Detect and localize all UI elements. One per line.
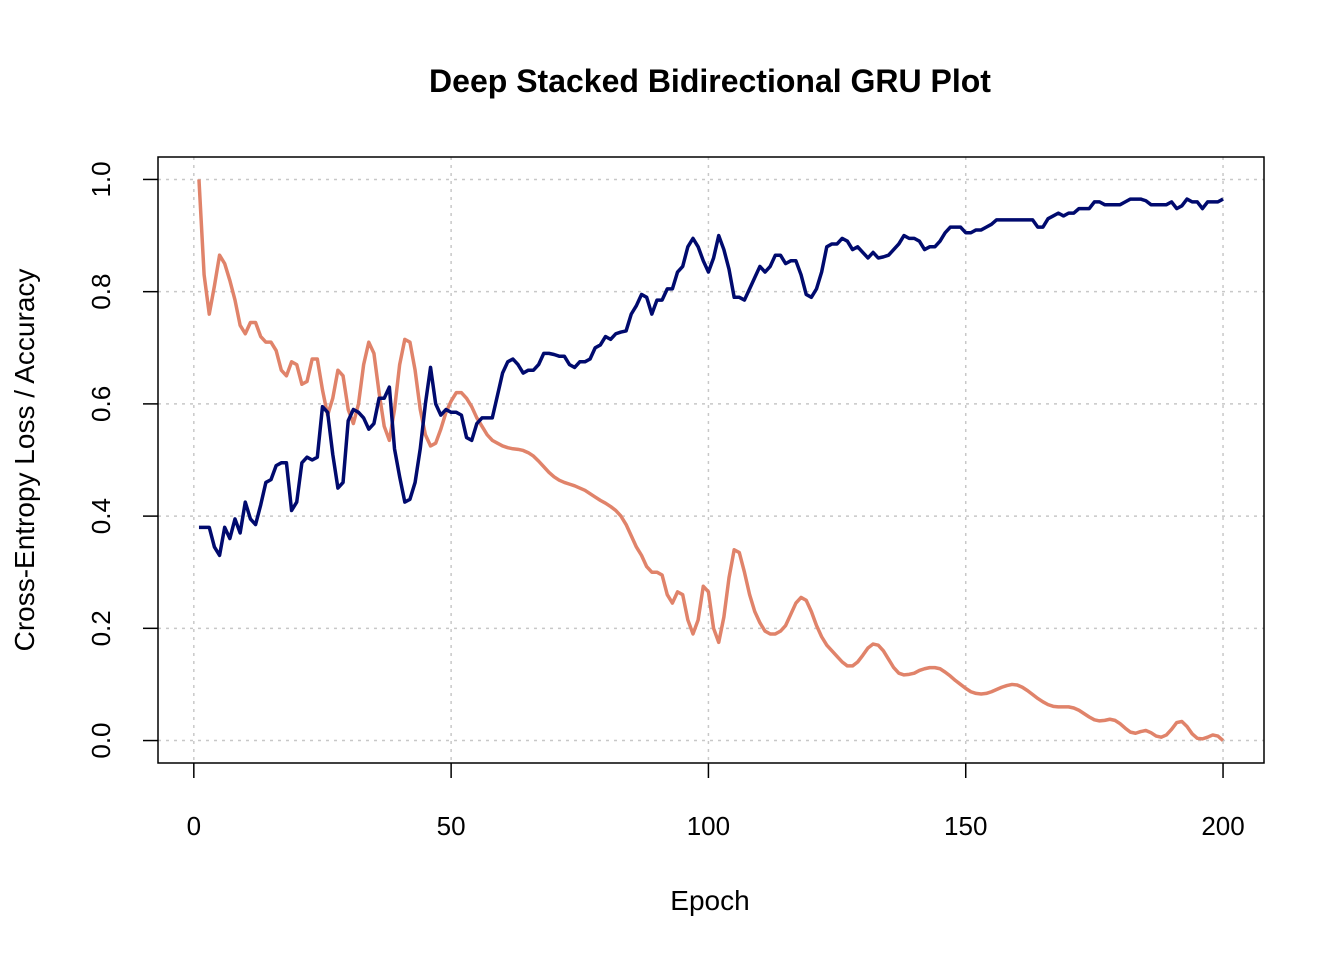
series-line [198,197,1224,558]
y-tick-label: 1.0 [86,161,116,197]
y-tick-label: 0.8 [86,274,116,310]
x-tick-label: 150 [944,811,987,841]
plot-frame [157,156,1265,764]
x-tick-label: 200 [1201,811,1244,841]
y-tick-label: 0.0 [86,722,116,758]
series-line [197,179,1225,742]
x-axis-label: Epoch [670,885,749,916]
y-tick-label: 0.6 [86,386,116,422]
y-axis-label: Cross-Entropy Loss / Accuracy [9,269,40,652]
chart-title: Deep Stacked Bidirectional GRU Plot [429,63,991,99]
x-tick-label: 50 [437,811,466,841]
x-tick-label: 0 [187,811,201,841]
x-tick-label: 100 [687,811,730,841]
y-tick-label: 0.4 [86,498,116,534]
y-tick-label: 0.2 [86,610,116,646]
